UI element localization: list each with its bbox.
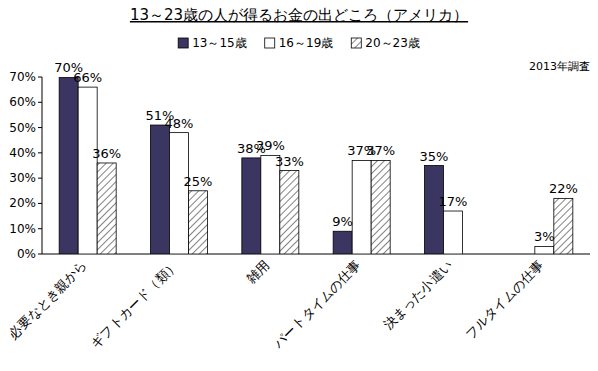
bar — [97, 163, 116, 254]
bar — [444, 211, 463, 254]
bar — [151, 125, 170, 254]
data-label: 36% — [92, 146, 121, 161]
x-axis — [42, 254, 590, 255]
y-tick — [38, 102, 42, 103]
y-tick — [38, 203, 42, 204]
x-tick-label: 必要なとき親から — [6, 258, 90, 342]
x-tick-label: フルタイムの仕事 — [462, 258, 546, 342]
legend-swatch — [178, 38, 188, 48]
y-tick-label: 60% — [9, 95, 36, 109]
y-tick-label: 40% — [9, 146, 36, 160]
bar — [261, 155, 280, 254]
data-label: 35% — [420, 149, 449, 164]
x-tick-label: ギフトカード（類） — [88, 258, 181, 351]
y-tick — [38, 228, 42, 229]
y-tick-label: 20% — [9, 196, 36, 210]
bar — [78, 87, 97, 254]
chart-container: 13～23歳の人が得るお金の出どころ（アメリカ） 2013年調査 13～15歳 16～… — [0, 0, 598, 371]
bar — [554, 198, 573, 254]
y-tick — [38, 77, 42, 78]
bar — [280, 171, 299, 254]
data-label: 48% — [165, 116, 194, 131]
y-axis — [42, 77, 43, 254]
x-tick-label: 決まった小遣い — [380, 258, 455, 333]
y-tick — [38, 127, 42, 128]
legend-swatch — [265, 38, 275, 48]
data-label: 22% — [549, 181, 578, 196]
legend-label: 13～15歳 — [192, 36, 247, 50]
data-label: 39% — [256, 138, 285, 153]
note: 2013年調査 — [529, 60, 590, 73]
data-label: 3% — [534, 229, 555, 244]
bars — [59, 77, 573, 254]
legend: 13～15歳 16～19歳 20～23歳 — [178, 36, 420, 50]
x-tick-label: パートタイムの仕事 — [270, 258, 364, 352]
data-label: 66% — [73, 70, 102, 85]
y-tick-label: 10% — [9, 222, 36, 236]
bar — [535, 246, 554, 254]
y-tick — [38, 254, 42, 255]
data-label: 37% — [366, 143, 395, 158]
bar — [59, 77, 78, 254]
y-tick — [38, 178, 42, 179]
data-label: 25% — [184, 174, 213, 189]
data-label: 33% — [275, 154, 304, 169]
y-tick-label: 0% — [17, 247, 36, 261]
y-tick-label: 70% — [9, 70, 36, 84]
x-tick-labels: 必要なとき親からギフトカード（類） 雑用パートタイムの仕事決まった小遣いフルタイム… — [6, 258, 547, 352]
data-label: 9% — [332, 214, 353, 229]
bar — [170, 133, 189, 254]
legend-label: 16～19歳 — [279, 36, 334, 50]
axes: 0% 10% 20% 30% 40% 50% 60% 70% — [9, 70, 590, 261]
y-tick-label: 50% — [9, 121, 36, 135]
bar — [352, 160, 371, 254]
data-labels: 70%51%38%9%35%66%48%39%37%17%3%36%25%33%… — [54, 60, 578, 244]
legend-swatch — [351, 38, 361, 48]
y-tick — [38, 152, 42, 153]
bar — [425, 166, 444, 255]
bar — [242, 158, 261, 254]
bar — [371, 160, 390, 254]
data-label: 17% — [439, 194, 468, 209]
x-tick-label: 雑用 — [243, 258, 272, 287]
chart-svg: 13～23歳の人が得るお金の出どころ（アメリカ） 2013年調査 13～15歳 16～… — [0, 0, 598, 371]
bar — [189, 191, 208, 254]
bar — [333, 231, 352, 254]
title: 13～23歳の人が得るお金の出どころ（アメリカ） — [130, 6, 468, 24]
legend-label: 20～23歳 — [365, 36, 420, 50]
y-tick-label: 30% — [9, 171, 36, 185]
